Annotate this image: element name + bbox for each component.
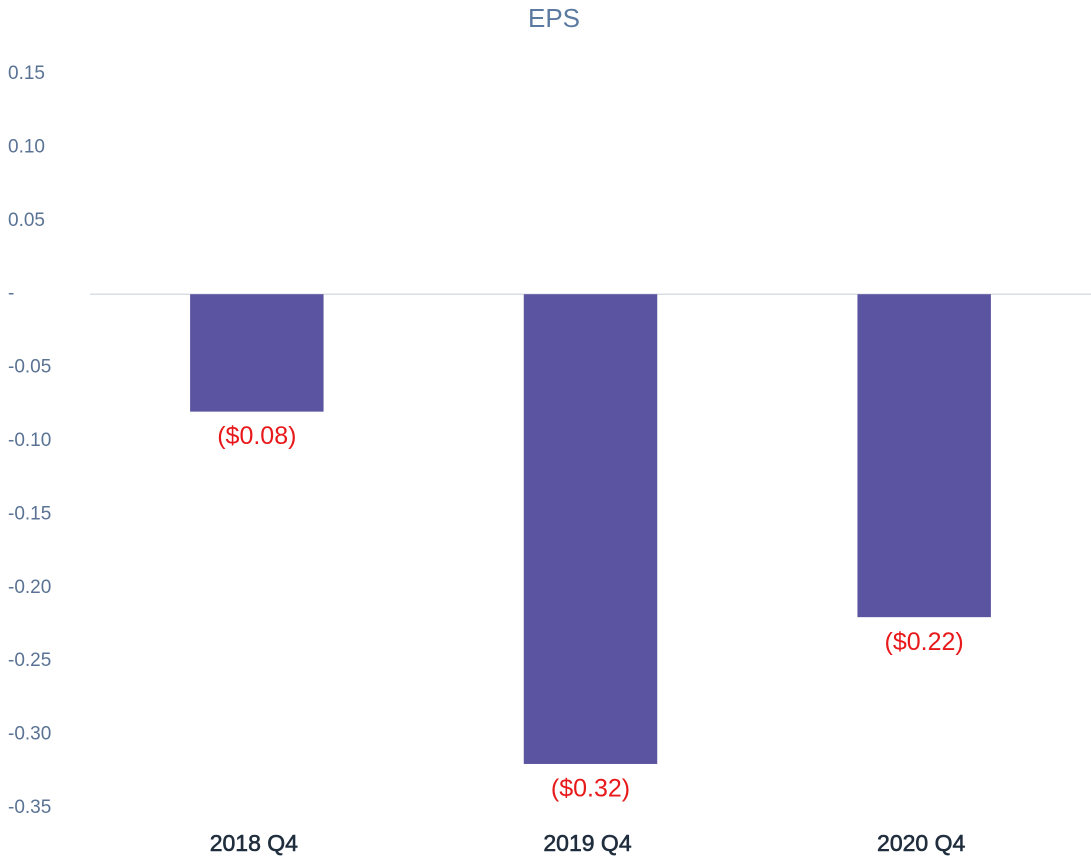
x-tick-label: 2018 Q4	[210, 830, 298, 856]
y-tick-label: -0.10	[8, 430, 51, 451]
bar	[523, 294, 658, 764]
y-tick-label: -0.35	[8, 797, 51, 818]
value-label: ($0.32)	[551, 775, 630, 803]
y-tick-label: 0.15	[8, 63, 45, 84]
y-tick-label: 0.05	[8, 210, 45, 231]
chart-title: EPS	[528, 3, 580, 33]
value-label: ($0.22)	[885, 628, 964, 656]
bar	[857, 294, 991, 618]
y-tick-label: -0.25	[8, 650, 51, 671]
x-tick-label: 2019 Q4	[543, 830, 631, 856]
y-tick-label: -0.20	[8, 577, 51, 598]
y-tick-label: -0.05	[8, 357, 51, 378]
value-label: ($0.08)	[217, 422, 296, 450]
y-tick-label: -0.15	[8, 503, 51, 524]
x-tick-label: 2020 Q4	[877, 830, 965, 856]
y-tick-label: -	[8, 283, 14, 304]
y-tick-label: -0.30	[8, 724, 51, 745]
bar	[190, 294, 324, 412]
y-tick-label: 0.10	[8, 136, 45, 157]
